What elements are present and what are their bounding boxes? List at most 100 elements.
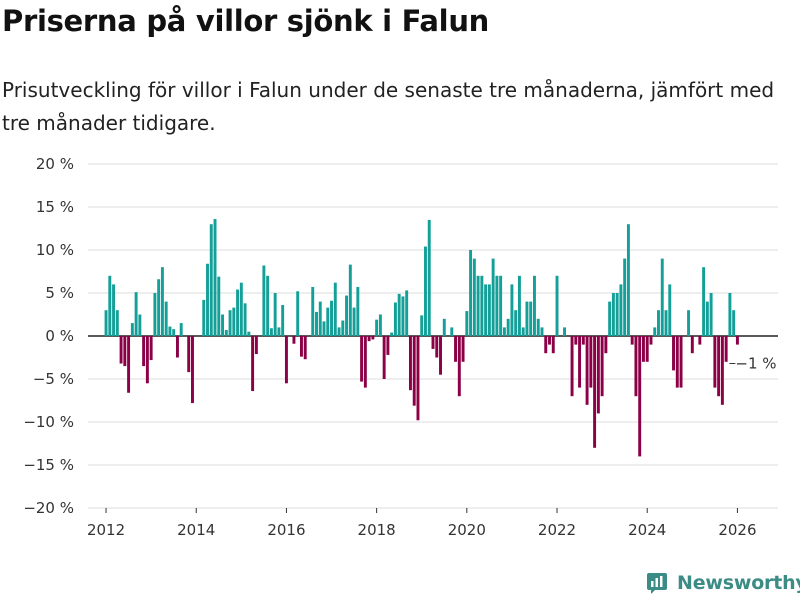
bar [574, 336, 578, 345]
y-tick-label: −20 % [23, 499, 74, 517]
y-tick-label: 20 % [36, 155, 74, 173]
chart-title: Priserna på villor sjönk i Falun [2, 4, 490, 38]
bar [585, 336, 589, 405]
bar [724, 336, 728, 362]
bar [292, 336, 296, 344]
bar [142, 336, 146, 367]
bar [348, 264, 352, 336]
bar [563, 327, 567, 336]
bar [145, 336, 149, 384]
x-tick-label: 2020 [448, 521, 486, 539]
bar [439, 336, 442, 375]
bar [375, 319, 379, 336]
bar [679, 336, 683, 388]
bar [405, 290, 409, 336]
bar [424, 246, 427, 336]
bar [251, 336, 255, 392]
bar [202, 299, 206, 336]
bar [247, 331, 251, 336]
bar [172, 329, 176, 336]
bar [390, 332, 394, 336]
bar [570, 336, 574, 397]
bar [480, 275, 484, 336]
bar [243, 303, 247, 336]
bar [578, 336, 582, 388]
bar [457, 336, 461, 397]
bar [442, 318, 446, 336]
x-tick-label: 2016 [267, 521, 305, 539]
bar [160, 267, 164, 336]
bar [491, 258, 495, 336]
bar [461, 336, 465, 362]
bar [653, 327, 657, 336]
x-tick-label: 2012 [87, 521, 125, 539]
bar [499, 275, 503, 336]
chart-subtitle: Prisutveckling för villor i Falun under … [2, 78, 775, 135]
y-tick-label: −10 % [23, 413, 74, 431]
bar [495, 275, 499, 336]
bar [262, 265, 266, 336]
bar [702, 267, 706, 336]
bar [533, 275, 536, 336]
bar [608, 301, 612, 336]
bar [281, 305, 285, 336]
bar [641, 336, 645, 362]
bar [525, 301, 529, 336]
bar [269, 328, 273, 336]
bar [337, 327, 341, 336]
bar [660, 258, 664, 336]
y-tick-label: 5 % [45, 284, 74, 302]
y-tick-label: 10 % [36, 241, 74, 259]
bar [626, 224, 630, 336]
bar [709, 293, 713, 336]
bar [138, 314, 142, 336]
bar [638, 336, 642, 457]
bar [510, 284, 514, 336]
bar [687, 310, 691, 336]
bar [717, 336, 721, 397]
bar [112, 284, 116, 336]
bar [604, 336, 608, 354]
bar [732, 310, 736, 336]
bar [536, 318, 540, 336]
bar [382, 336, 386, 379]
bar [254, 336, 258, 355]
bar [735, 336, 739, 345]
bar [450, 327, 454, 336]
bar [228, 310, 232, 336]
bar [427, 219, 431, 336]
newsworthy-logo[interactable]: Newsworthy [645, 569, 800, 597]
bar [600, 336, 604, 397]
bar [551, 336, 555, 354]
bar [386, 336, 390, 355]
bar [322, 321, 326, 336]
bar [273, 293, 277, 336]
bar [187, 336, 191, 373]
bar [476, 275, 480, 336]
bar [341, 320, 345, 336]
bar [326, 307, 330, 336]
bar [514, 310, 518, 336]
bar [649, 336, 653, 345]
bar [431, 336, 435, 349]
bar [668, 284, 672, 336]
bar [416, 336, 420, 421]
bar [645, 336, 649, 362]
bar [363, 336, 367, 388]
bar [720, 336, 724, 405]
bar [672, 336, 675, 371]
bar [664, 310, 668, 336]
bar [657, 310, 660, 336]
bar [408, 336, 412, 391]
bar [619, 284, 623, 336]
bar [487, 284, 491, 336]
bar [232, 307, 236, 336]
bar [239, 282, 243, 336]
bar [548, 336, 551, 345]
bar-chart-logo-icon [647, 573, 667, 594]
bar [728, 293, 732, 336]
bar [191, 336, 194, 404]
x-axis-ticks: 2012 2014 2016 2018 2020 2022 2024 2026 [87, 508, 757, 539]
bar [596, 336, 600, 414]
bar [540, 327, 544, 336]
